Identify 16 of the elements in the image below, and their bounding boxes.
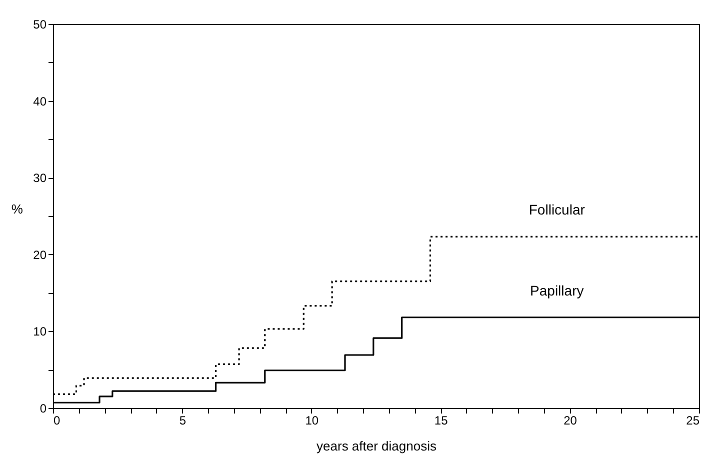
y-axis-title: %: [11, 202, 24, 216]
series-label: Papillary: [530, 282, 584, 298]
x-tick-label: 5: [179, 414, 186, 428]
y-tick-label: 20: [33, 248, 47, 262]
x-axis-title: years after diagnosis: [316, 438, 437, 454]
y-tick-label: 40: [33, 94, 47, 108]
y-tick-label: 30: [33, 171, 47, 186]
y-tick-label: 0: [40, 402, 47, 416]
x-tick-label: 25: [686, 414, 700, 428]
x-tick-label: 0: [54, 414, 60, 428]
series-label: Follicular: [528, 202, 586, 218]
x-tick-label: 10: [305, 414, 319, 428]
x-tick-label: 15: [434, 414, 448, 428]
x-tick-label: 20: [564, 414, 578, 428]
y-tick-label: 50: [33, 18, 47, 32]
y-tick-label: 10: [33, 324, 47, 339]
